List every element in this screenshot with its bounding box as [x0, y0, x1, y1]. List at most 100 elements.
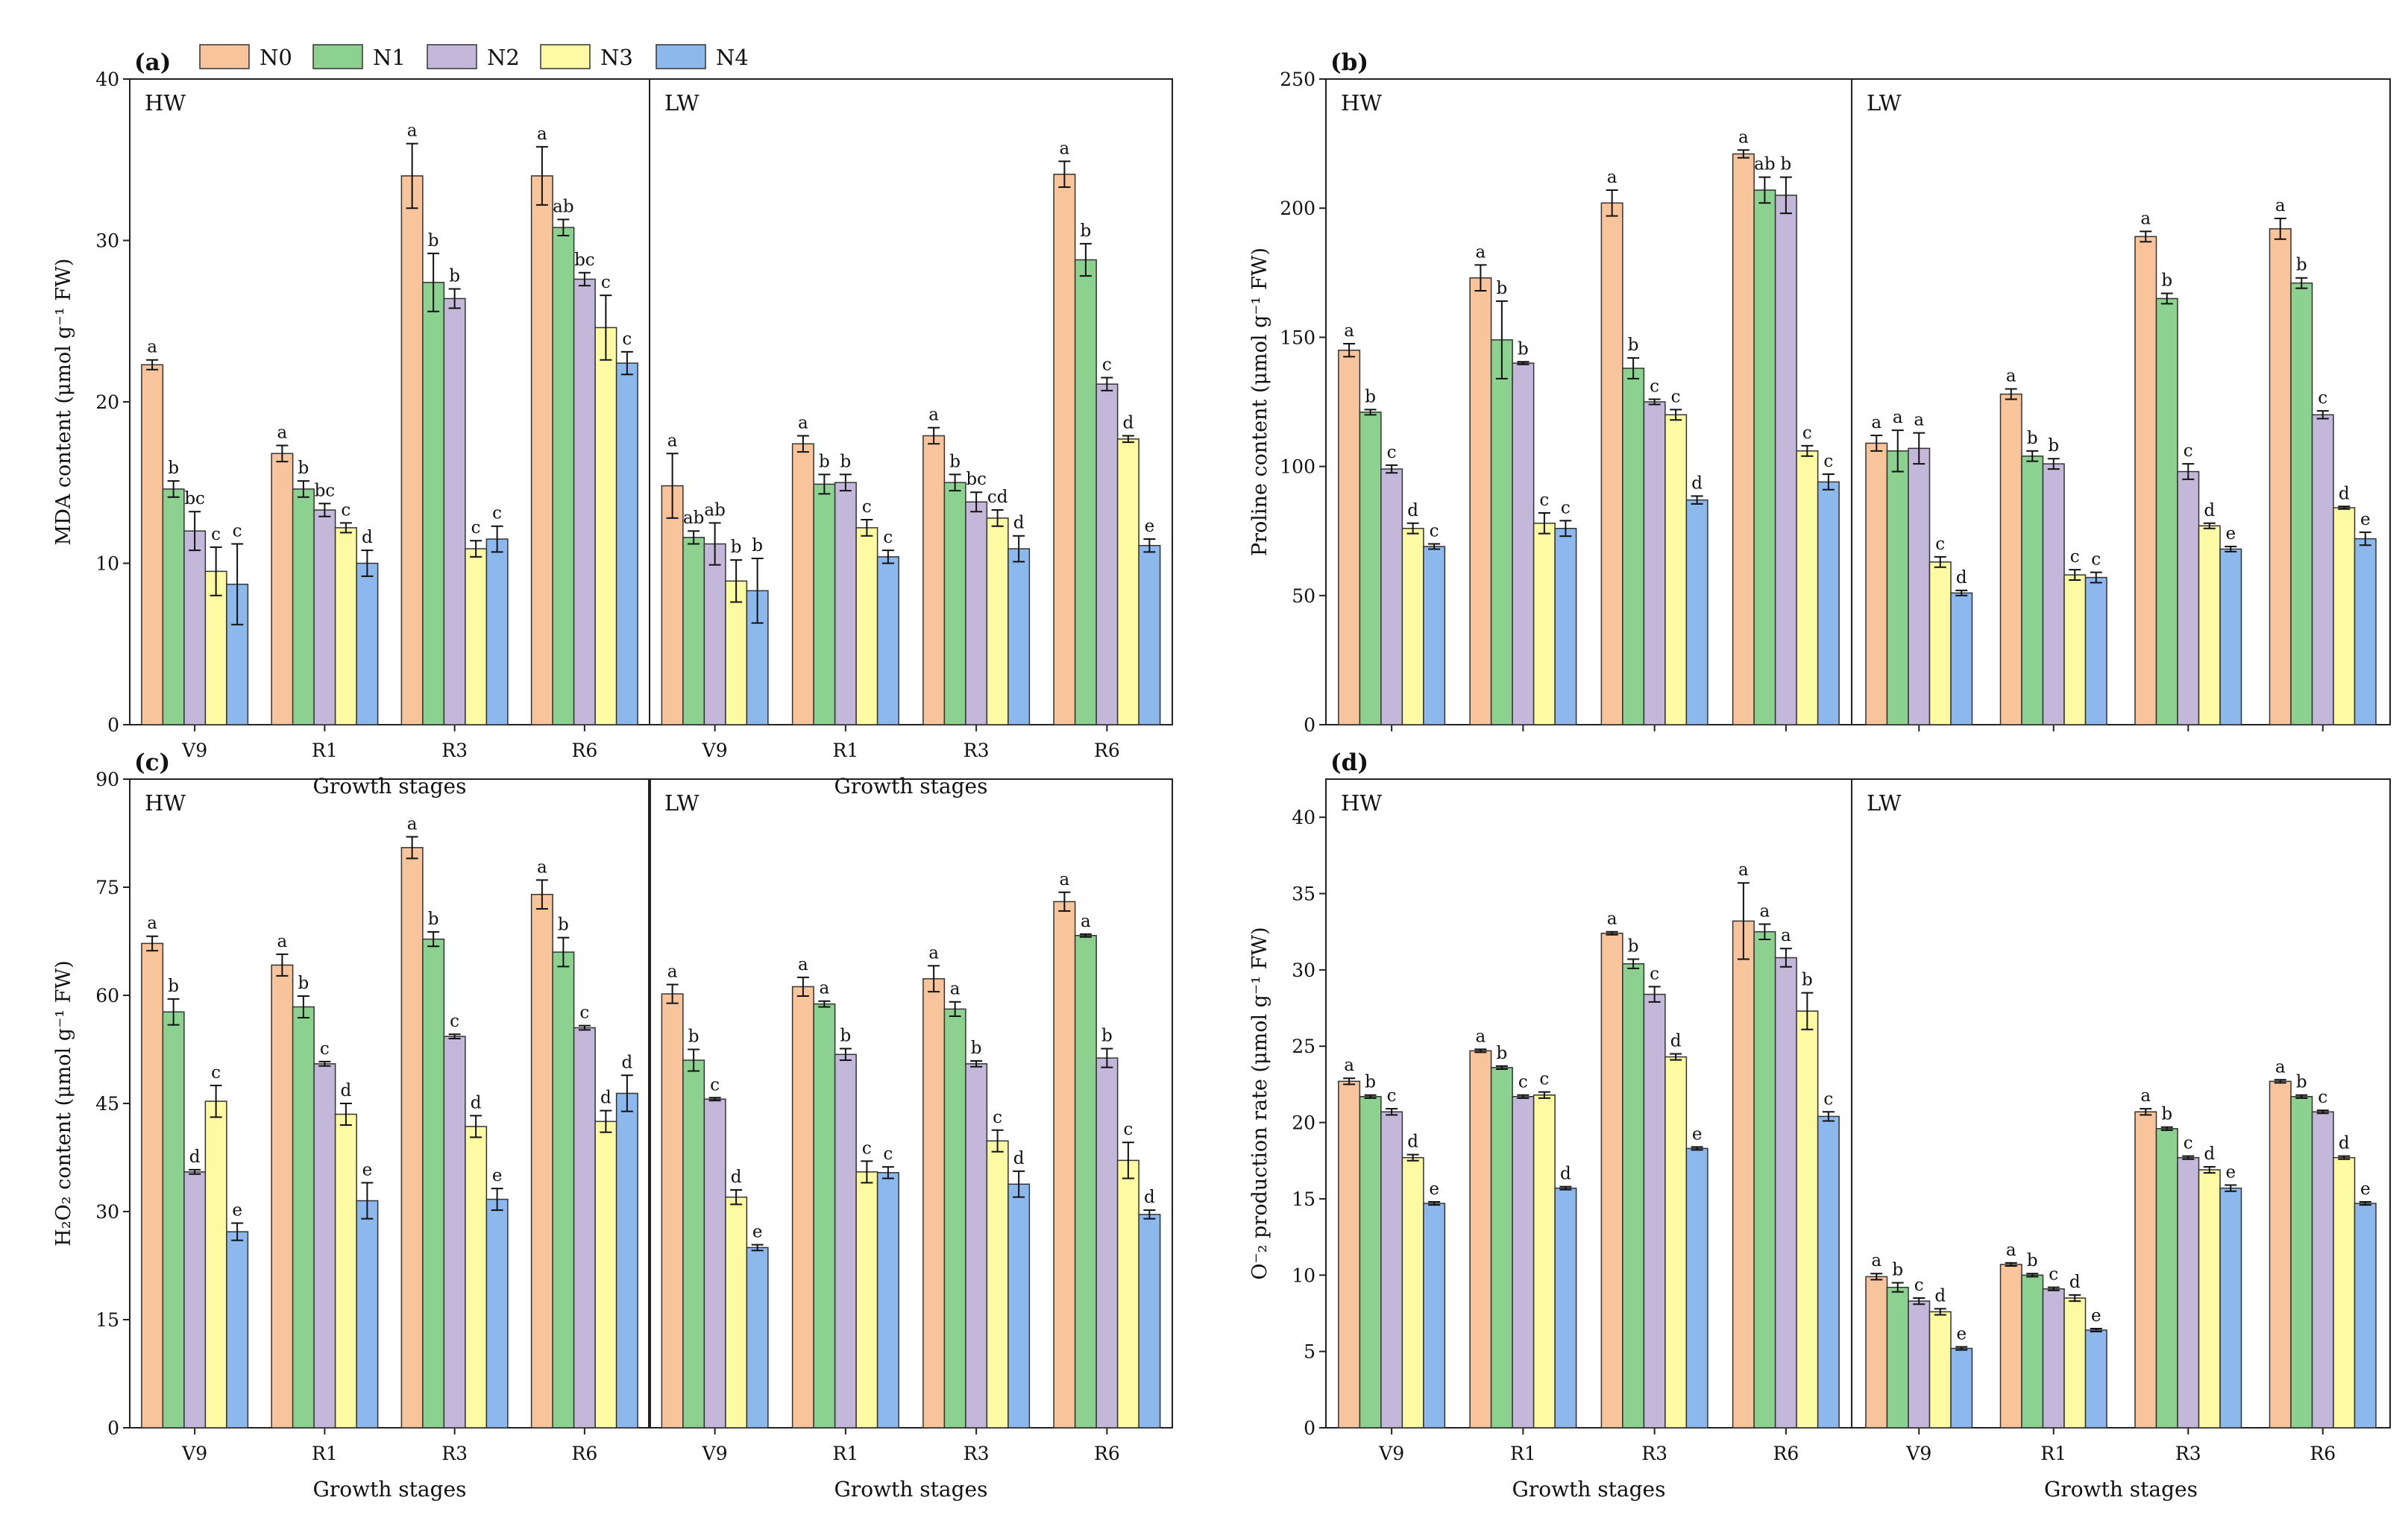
- significance-letter: d: [731, 1168, 742, 1187]
- bar-n4: [1950, 592, 1973, 725]
- bar-n4: [1817, 481, 1840, 725]
- significance-letter: d: [1013, 1149, 1025, 1168]
- significance-letter: b: [1497, 279, 1508, 298]
- bar-n1: [2290, 1096, 2313, 1429]
- bar-n3: [204, 1100, 227, 1429]
- significance-letter: a: [1871, 413, 1882, 432]
- x-tick-label: R3: [963, 1443, 990, 1464]
- significance-letter: b: [1892, 1261, 1903, 1280]
- bar-n0: [141, 364, 164, 725]
- y-tick-label: 5: [1304, 1341, 1315, 1363]
- group-label-lw: LW: [664, 790, 700, 816]
- group-label-hw: HW: [1341, 90, 1382, 116]
- significance-letter: e: [1145, 517, 1155, 536]
- significance-letter: bc: [184, 489, 205, 508]
- significance-letter: c: [862, 1138, 872, 1158]
- bar-n1: [1490, 339, 1513, 725]
- significance-letter: c: [341, 500, 350, 520]
- significance-letter: e: [362, 1160, 373, 1179]
- bar-n1: [552, 227, 575, 725]
- significance-letter: d: [1670, 1031, 1682, 1051]
- bar-n4: [876, 556, 899, 725]
- significance-letter: b: [449, 266, 460, 286]
- significance-letter: a: [1081, 912, 1091, 931]
- bar-n3: [1116, 1159, 1139, 1429]
- y-tick-label: 30: [95, 230, 119, 252]
- bar-n0: [1600, 202, 1623, 725]
- significance-letter: e: [1692, 1124, 1703, 1144]
- significance-letter: c: [710, 1075, 720, 1094]
- bar-n2: [1643, 993, 1666, 1429]
- bar-n0: [400, 175, 424, 725]
- bar-n0: [2134, 236, 2157, 725]
- bar-n4: [226, 1231, 249, 1429]
- bar-n3: [1928, 1311, 1952, 1429]
- significance-letter: c: [2184, 441, 2193, 461]
- significance-letter: a: [928, 943, 939, 963]
- bar-n3: [2198, 1169, 2221, 1429]
- significance-letter: c: [2318, 1088, 2327, 1107]
- bar-n1: [943, 482, 966, 725]
- significance-letter: c: [1123, 1120, 1133, 1139]
- bar-n1: [682, 537, 705, 725]
- legend-label-n3: N3: [600, 45, 633, 70]
- bar-n1: [292, 488, 315, 725]
- significance-letter: b: [428, 231, 439, 251]
- significance-letter: b: [949, 452, 961, 471]
- significance-letter: b: [2027, 1251, 2038, 1270]
- significance-letter: c: [1650, 964, 1659, 983]
- significance-letter: c: [1102, 356, 1112, 375]
- x-axis-title: Growth stages: [1512, 1477, 1666, 1502]
- x-tick-label: R6: [572, 740, 598, 761]
- bar-n3: [2063, 1297, 2087, 1429]
- bar-n0: [141, 942, 164, 1429]
- significance-letter: c: [1802, 423, 1812, 443]
- significance-letter: a: [820, 979, 830, 998]
- significance-letter: a: [537, 125, 547, 144]
- y-tick-label: 10: [1292, 1264, 1315, 1286]
- significance-letter: a: [2275, 196, 2286, 215]
- x-tick-label: R6: [1773, 1443, 1799, 1464]
- significance-letter: c: [601, 273, 611, 292]
- bar-n3: [2198, 525, 2221, 725]
- bar-n0: [271, 964, 294, 1429]
- bar-n0: [922, 978, 946, 1429]
- bar-n1: [1753, 189, 1776, 725]
- significance-letter: d: [2339, 484, 2350, 503]
- significance-letter: c: [1823, 1089, 1833, 1109]
- x-tick-label: R1: [312, 1443, 338, 1464]
- bar-n0: [1865, 1276, 1888, 1429]
- bar-n0: [1338, 349, 1361, 725]
- significance-letter: a: [1476, 1027, 1486, 1046]
- significance-letter: e: [2225, 1163, 2236, 1182]
- y-tick-label: 90: [95, 769, 119, 790]
- bar-n2: [573, 1027, 596, 1429]
- bar-n0: [1865, 442, 1888, 725]
- significance-letter: bc: [315, 481, 336, 500]
- bar-n4: [1423, 546, 1446, 725]
- bar-n1: [162, 1011, 185, 1429]
- x-tick-label: V9: [702, 740, 728, 761]
- significance-letter: b: [1802, 971, 1813, 990]
- bar-n4: [1138, 1214, 1161, 1429]
- bar-n0: [791, 443, 814, 725]
- significance-letter: d: [1144, 1188, 1155, 1207]
- bar-n2: [2042, 1288, 2065, 1429]
- bar-n2: [183, 1171, 207, 1429]
- bar-n4: [615, 362, 638, 725]
- bar-n1: [2021, 1274, 2044, 1429]
- x-axis-title: Growth stages: [834, 1477, 988, 1502]
- bar-n3: [1116, 438, 1139, 725]
- significance-letter: a: [277, 932, 288, 951]
- x-tick-label: R6: [2310, 1443, 2336, 1464]
- significance-letter: b: [168, 459, 179, 478]
- significance-letter: e: [232, 1200, 242, 1220]
- legend-label-n0: N0: [260, 45, 292, 70]
- significance-letter: b: [1781, 155, 1792, 174]
- significance-letter: b: [2027, 429, 2038, 448]
- bar-n3: [855, 1171, 878, 1429]
- significance-letter: b: [298, 459, 309, 478]
- y-tick-label: 0: [1304, 714, 1315, 736]
- x-tick-label: V9: [1378, 1443, 1404, 1464]
- bar-n4: [876, 1172, 899, 1429]
